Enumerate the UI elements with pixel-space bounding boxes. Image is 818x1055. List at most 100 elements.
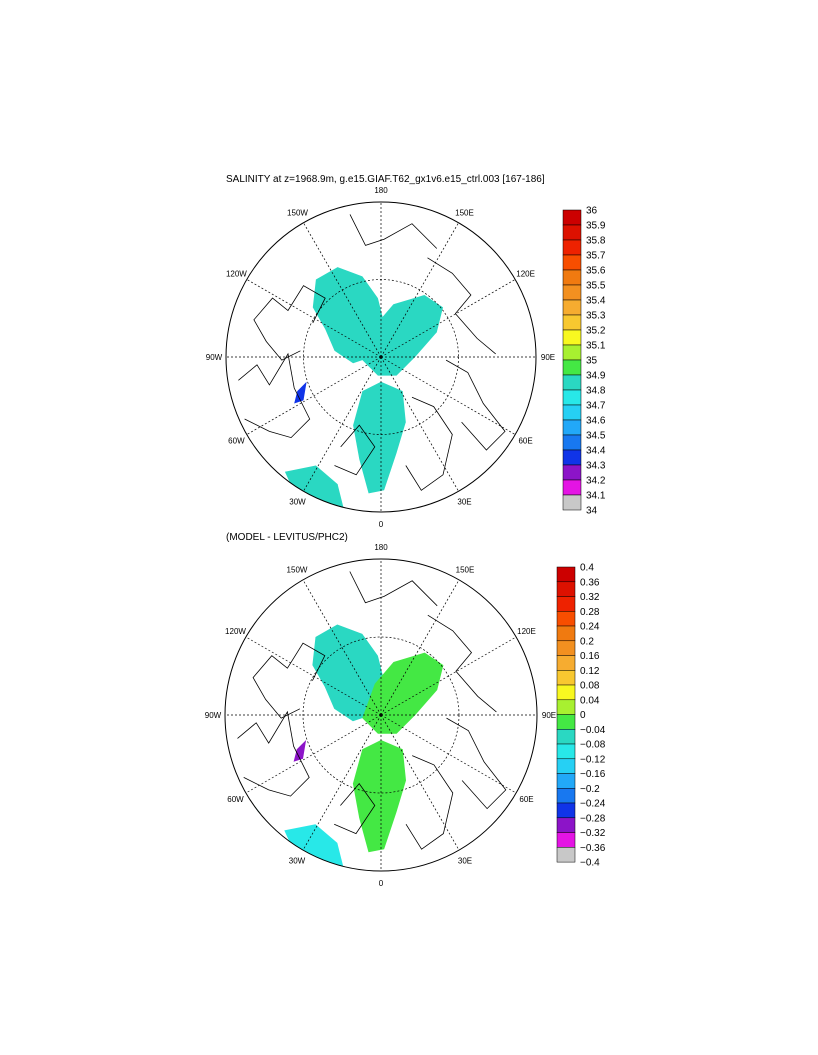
colorbar-label: −0.32 xyxy=(580,828,606,839)
map-boundary xyxy=(224,558,538,872)
colorbar-swatch xyxy=(556,684,576,701)
latitude-circle xyxy=(303,279,459,435)
colorbar-label: 34.8 xyxy=(586,386,606,397)
longitude-label: 30E xyxy=(457,498,471,507)
coastline xyxy=(334,424,376,476)
longitude-label: 90W xyxy=(206,353,223,362)
coastline xyxy=(334,782,376,835)
coastline xyxy=(405,396,453,491)
colorbar-label: 0.12 xyxy=(580,666,600,677)
colorbar-swatch xyxy=(556,832,576,848)
colorbar-swatch xyxy=(556,566,576,583)
colorbar-label: 35.4 xyxy=(586,296,606,307)
polar-map xyxy=(225,201,537,513)
colorbar-label: 0 xyxy=(580,710,586,721)
latitude-circle xyxy=(302,636,460,794)
meridian-line xyxy=(246,279,382,358)
colorbar-swatch xyxy=(562,209,582,226)
colorbar-label: 35 xyxy=(586,356,598,367)
colorbar-label: 34.4 xyxy=(586,446,606,457)
longitude-label: 150E xyxy=(456,566,475,575)
colorbar: 0.4 0.36 0.32 0.28 0.24 0.2 0.16 0.12 0.08 0.04 0 −… xyxy=(556,563,606,869)
shaded-region-central-arctic-canadian-basin xyxy=(312,267,385,364)
colorbar-swatch xyxy=(562,419,582,436)
longitude-label: 0 xyxy=(379,520,384,529)
colorbar-swatch xyxy=(562,269,582,286)
meridian-line xyxy=(246,356,382,435)
colorbar-swatch xyxy=(562,299,582,316)
longitude-label: 120W xyxy=(226,270,247,279)
colorbar-label: −0.28 xyxy=(580,813,606,824)
colorbar-swatch xyxy=(556,596,576,612)
colorbar-label: −0.4 xyxy=(580,858,600,869)
coastline xyxy=(445,359,506,451)
colorbar-label: −0.08 xyxy=(580,740,606,751)
colorbar-swatch xyxy=(562,224,582,241)
longitude-label: 30W xyxy=(289,498,306,507)
colorbar-swatch xyxy=(562,374,582,391)
colorbar-label: 35.7 xyxy=(586,251,606,262)
colorbar-swatch xyxy=(556,699,576,715)
shaded-region-baffin-bay xyxy=(293,740,307,762)
colorbar-swatch xyxy=(562,494,582,511)
colorbar-swatch xyxy=(562,434,582,451)
colorbar-label: 0.24 xyxy=(580,622,600,633)
colorbar: 36 35.9 35.8 35.7 35.6 35.5 35.4 35.3 35.2 35.1 35… xyxy=(562,206,606,517)
coastline xyxy=(253,285,326,361)
meridian-line xyxy=(380,579,460,716)
colorbar-swatch xyxy=(556,758,576,774)
colorbar-swatch xyxy=(556,743,576,760)
colorbar-swatch xyxy=(562,284,582,301)
shaded-region-eurasian-basin xyxy=(362,295,443,376)
salinity-panel: SALINITY at z=1968.9m, g.e15.GIAF.T62_gx… xyxy=(206,174,606,529)
colorbar-label: 34.1 xyxy=(586,491,606,502)
longitude-label: 30W xyxy=(289,857,306,866)
longitude-label: 180 xyxy=(374,543,388,552)
shaded-region-eurasian-basin xyxy=(362,652,444,734)
longitude-label: 180 xyxy=(374,186,388,195)
colorbar-label: −0.04 xyxy=(580,725,606,736)
colorbar-label: −0.24 xyxy=(580,799,606,810)
colorbar-label: 35.3 xyxy=(586,311,606,322)
shaded-region-fram-strait-greenland-sea xyxy=(353,381,406,494)
shaded-region-fram-strait-greenland-sea xyxy=(352,740,406,853)
colorbar-label: 35.8 xyxy=(586,236,606,247)
longitude-label: 60W xyxy=(227,795,244,804)
longitude-label: 60E xyxy=(518,437,532,446)
longitude-label: 150W xyxy=(287,566,308,575)
colorbar-label: 0.04 xyxy=(580,695,600,706)
colorbar-label: 0.32 xyxy=(580,592,600,603)
coastline xyxy=(405,755,454,850)
colorbar-label: 35.2 xyxy=(586,326,606,337)
longitude-label: 0 xyxy=(379,879,384,888)
colorbar-swatch xyxy=(556,847,576,863)
longitude-label: 120E xyxy=(517,627,536,636)
colorbar-swatch xyxy=(562,449,582,466)
colorbar-swatch xyxy=(556,581,576,597)
colorbar-swatch xyxy=(562,314,582,331)
colorbar-label: −0.12 xyxy=(580,754,606,765)
colorbar-label: 35.5 xyxy=(586,281,606,292)
coastlines xyxy=(237,571,507,850)
colorbar-swatch xyxy=(562,359,582,376)
meridian-line xyxy=(303,356,382,492)
colorbar-label: 34.9 xyxy=(586,371,606,382)
polar-map xyxy=(224,558,538,872)
colorbar-label: 35.9 xyxy=(586,221,606,232)
map-boundary xyxy=(225,201,537,513)
colorbar-swatch xyxy=(556,670,576,686)
colorbar-label: 34.2 xyxy=(586,476,606,487)
coastlines xyxy=(238,214,506,491)
colorbar-swatch xyxy=(556,640,576,656)
panel-title: (MODEL - LEVITUS/PHC2) xyxy=(226,532,348,543)
colorbar-swatch xyxy=(556,655,576,671)
colorbar-label: 34.7 xyxy=(586,401,606,412)
colorbar-swatch xyxy=(562,464,582,481)
difference-panel: (MODEL - LEVITUS/PHC2) 180 150E 120E 90E 60E… xyxy=(205,532,606,888)
colorbar-label: −0.2 xyxy=(580,784,600,795)
colorbar-swatch xyxy=(562,479,582,496)
colorbar-swatch xyxy=(556,788,576,804)
meridian-line xyxy=(302,579,382,716)
coastline xyxy=(237,710,310,797)
